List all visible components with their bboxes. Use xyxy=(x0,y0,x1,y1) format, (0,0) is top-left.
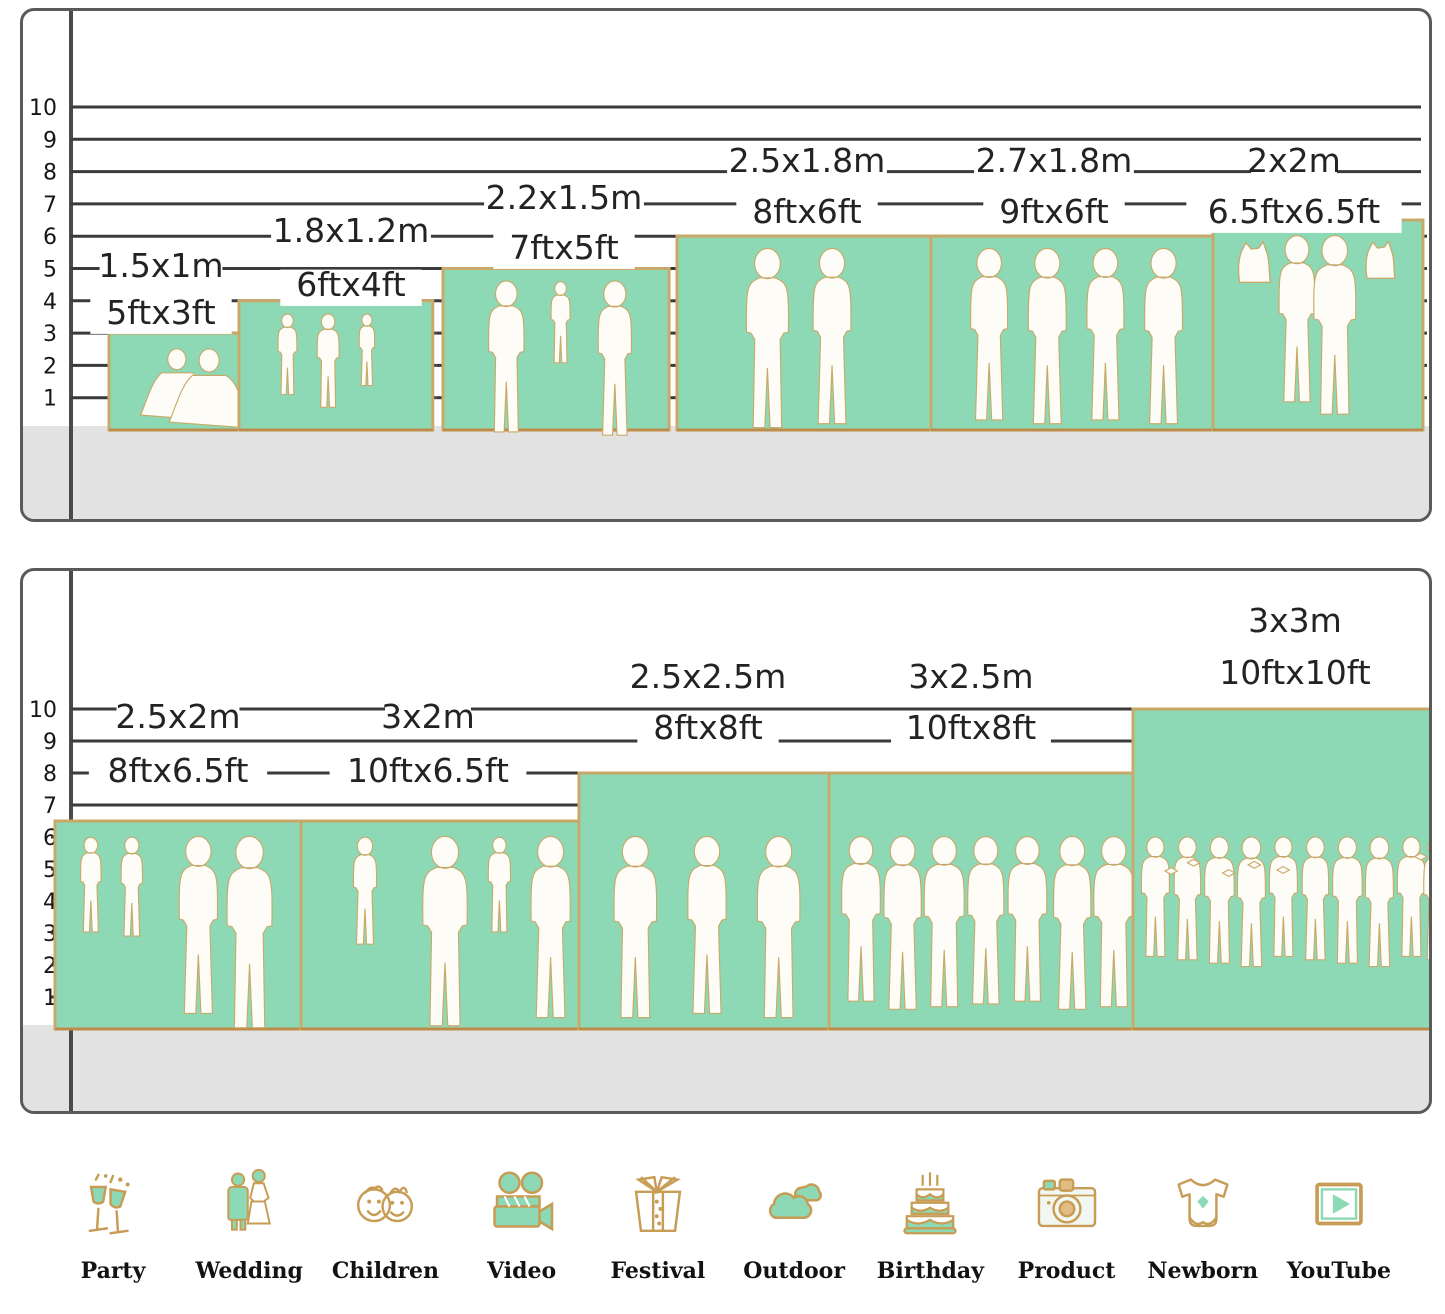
axis-tick-label: 2 xyxy=(43,354,57,379)
silhouette-group xyxy=(139,348,249,429)
axis-tick-label: 10 xyxy=(29,698,57,723)
silhouette-group xyxy=(841,835,1135,1010)
backdrop-item xyxy=(237,299,435,432)
use-case-youtube[interactable]: YouTube xyxy=(1280,1152,1398,1284)
axis-spine xyxy=(69,11,73,519)
use-case-label: Product xyxy=(1017,1258,1116,1284)
size-panel-large: 1 2 3 4 5 6 7 8 9 10 2.5x2m 8ftx6.5ft 3x2m 10ftx6.5ft… xyxy=(20,568,1432,1114)
silhouette-group xyxy=(488,280,633,436)
use-case-festival[interactable]: Festival xyxy=(599,1152,717,1284)
silhouette-group xyxy=(80,835,273,1029)
label-imperial: 8ftx8ft xyxy=(653,708,763,747)
use-case-children[interactable]: Children xyxy=(326,1152,444,1284)
use-case-product[interactable]: Product xyxy=(1008,1152,1126,1284)
use-case-icon-strip: Party Wedding xyxy=(20,1152,1432,1314)
axis-tick-label: 10 xyxy=(29,96,57,121)
label-metric: 3x3m xyxy=(1248,601,1342,640)
label-imperial: 6ftx4ft xyxy=(296,265,406,304)
play-button-icon xyxy=(1284,1152,1394,1256)
gift-box-icon xyxy=(603,1152,713,1256)
label-imperial: 8ftx6ft xyxy=(752,192,862,231)
backdrop-item xyxy=(675,234,937,432)
use-case-label: Newborn xyxy=(1147,1258,1259,1284)
size-panel-small: 1 2 3 4 5 6 7 8 9 10 1.5x1m 5ftx3ft 1.8x1.2m 6ftx4ft 2… xyxy=(20,8,1432,522)
axis-tick-label: 8 xyxy=(43,762,57,787)
use-case-newborn[interactable]: Newborn xyxy=(1144,1152,1262,1284)
panel-1-graphics: 1 2 3 4 5 6 7 8 9 10 1.5x1m 5ftx3ft 1.8x1.2m 6ftx4ft 2… xyxy=(29,96,1427,436)
label-metric: 2.5x2m xyxy=(115,697,240,736)
axis-tick-label: 1 xyxy=(43,387,57,412)
silhouette-group xyxy=(1237,235,1396,415)
use-case-birthday[interactable]: Birthday xyxy=(871,1152,989,1284)
use-case-label: YouTube xyxy=(1286,1258,1392,1284)
label-metric: 3x2m xyxy=(381,697,475,736)
cloud-icon xyxy=(739,1152,849,1256)
label-metric: 2.5x2.5m xyxy=(630,657,787,696)
backdrop-item xyxy=(1211,218,1425,432)
use-case-label: Festival xyxy=(610,1258,706,1284)
axis-tick-label: 5 xyxy=(43,258,57,283)
use-case-label: Wedding xyxy=(195,1258,303,1284)
backdrop-panel xyxy=(675,234,937,432)
silhouette-group xyxy=(613,835,801,1019)
backdrop-item xyxy=(1131,707,1429,1031)
label-metric: 2.2x1.5m xyxy=(486,178,643,217)
backdrop-item xyxy=(929,234,1224,432)
use-case-label: Children xyxy=(331,1258,440,1284)
label-imperial: 9ftx6ft xyxy=(999,192,1109,231)
silhouette-group xyxy=(1140,836,1429,968)
champagne-glasses-icon xyxy=(58,1152,168,1256)
axis-tick-label: 3 xyxy=(43,322,57,347)
backdrop-item xyxy=(299,819,623,1031)
use-case-label: Video xyxy=(487,1258,557,1284)
label-imperial: 7ftx5ft xyxy=(509,228,619,267)
silhouette-group xyxy=(970,247,1184,425)
wedding-couple-icon xyxy=(194,1152,304,1256)
axis-tick-label: 6 xyxy=(43,225,57,250)
backdrop-item xyxy=(577,771,837,1031)
backdrop-panel xyxy=(929,234,1224,432)
floor-surface xyxy=(23,426,1429,519)
camera-icon xyxy=(1012,1152,1122,1256)
axis-tick-label: 9 xyxy=(43,730,57,755)
label-metric: 3x2.5m xyxy=(908,657,1033,696)
label-metric: 2x2m xyxy=(1247,141,1341,180)
label-metric: 2.7x1.8m xyxy=(976,141,1133,180)
label-imperial: 6.5ftx6.5ft xyxy=(1208,192,1381,231)
use-case-party[interactable]: Party xyxy=(54,1152,172,1284)
silhouette-group xyxy=(277,313,376,408)
two-kid-faces-icon xyxy=(330,1152,440,1256)
axis-tick-label: 9 xyxy=(43,128,57,153)
silhouette-group xyxy=(352,835,571,1027)
use-case-wedding[interactable]: Wedding xyxy=(190,1152,308,1284)
axis-tick-label: 7 xyxy=(43,794,57,819)
backdrop-panel xyxy=(237,299,435,432)
use-case-video[interactable]: Video xyxy=(463,1152,581,1284)
movie-camera-icon xyxy=(467,1152,577,1256)
backdrop-item xyxy=(53,819,313,1031)
backdrop-item xyxy=(827,771,1151,1031)
birthday-cake-icon xyxy=(875,1152,985,1256)
label-imperial: 10ftx6.5ft xyxy=(347,751,509,790)
use-case-label: Party xyxy=(80,1258,146,1284)
axis-tick-label: 7 xyxy=(43,193,57,218)
floor-surface xyxy=(23,1025,1429,1111)
baby-onesie-icon xyxy=(1148,1152,1258,1256)
label-metric: 1.8x1.2m xyxy=(273,211,430,250)
axis-tick-label: 8 xyxy=(43,161,57,186)
label-metric: 1.5x1m xyxy=(98,246,223,285)
label-imperial: 8ftx6.5ft xyxy=(108,751,249,790)
use-case-label: Birthday xyxy=(876,1258,984,1284)
label-metric: 2.5x1.8m xyxy=(729,141,886,180)
use-case-label: Outdoor xyxy=(743,1258,845,1284)
backdrop-item xyxy=(441,267,671,436)
label-imperial: 5ftx3ft xyxy=(106,293,216,332)
silhouette-group xyxy=(745,247,852,429)
axis-tick-label: 4 xyxy=(43,290,57,315)
use-case-outdoor[interactable]: Outdoor xyxy=(735,1152,853,1284)
label-imperial: 10ftx10ft xyxy=(1219,653,1371,692)
label-imperial: 10ftx8ft xyxy=(906,708,1037,747)
